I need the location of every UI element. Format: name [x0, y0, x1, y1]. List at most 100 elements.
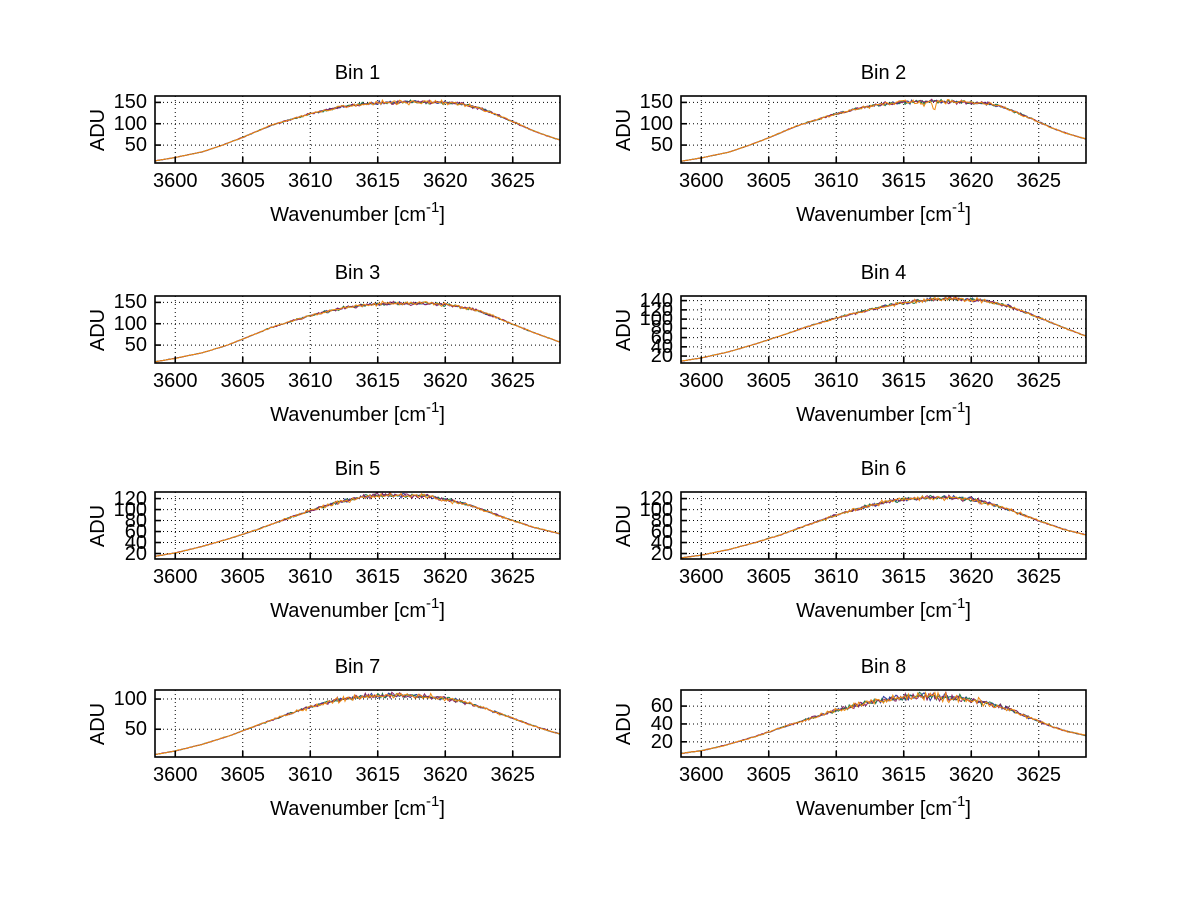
x-tick-label: 3600 — [153, 170, 198, 192]
x-axis-label-superscript: -1 — [952, 199, 966, 217]
y-tick-label: 100 — [639, 498, 673, 521]
x-tick-label: 3620 — [423, 170, 468, 192]
x-tick-label: 3610 — [288, 170, 333, 192]
x-tick-label: 3600 — [679, 566, 724, 588]
x-tick-label: 3610 — [814, 566, 859, 588]
subplot-bin-6: Bin 6 ADU Wavenumber [cm-1] 3600 3605 3610… — [613, 458, 1086, 622]
x-tick-label: 3625 — [1016, 764, 1062, 786]
x-axis-label-bracket: ] — [439, 600, 445, 622]
y-tick-label: 40 — [650, 712, 673, 735]
subplot-bin-1: Bin 1 ADU Wavenumber [cm-1] 3600 3605 3610… — [87, 62, 560, 226]
x-tick-label: 3600 — [679, 370, 724, 392]
y-tick-label: 120 — [113, 487, 147, 510]
y-tick-label: 80 — [124, 509, 147, 532]
x-axis-label-text: Wavenumber [cm — [270, 404, 427, 426]
x-axis-label-bracket: ] — [965, 600, 971, 622]
x-axis-label-bracket: ] — [965, 798, 971, 820]
y-tick-label: 120 — [639, 487, 673, 510]
x-axis-label-text: Wavenumber [cm — [270, 600, 427, 622]
x-tick-label: 3620 — [949, 370, 994, 392]
x-tick-label: 3615 — [881, 170, 927, 192]
x-tick-label: 3615 — [355, 764, 401, 786]
x-tick-label: 3605 — [746, 170, 792, 192]
x-tick-label: 3620 — [949, 566, 994, 588]
y-tick-label: 100 — [639, 112, 673, 135]
y-tick-label: 50 — [124, 718, 147, 741]
subplot-bin-5: Bin 5 ADU Wavenumber [cm-1] 3600 3605 3610… — [87, 458, 560, 622]
x-tick-label: 3620 — [949, 764, 994, 786]
y-tick-label: 60 — [650, 695, 673, 718]
x-axis-label-text: Wavenumber [cm — [270, 798, 427, 820]
x-tick-label: 3625 — [490, 764, 536, 786]
x-tick-label: 3605 — [220, 370, 266, 392]
x-axis-label: Wavenumber [cm-1] — [681, 596, 1086, 623]
x-axis-label-text: Wavenumber [cm — [796, 404, 953, 426]
x-axis-label-superscript: -1 — [952, 399, 966, 417]
x-tick-label: 3615 — [355, 170, 401, 192]
x-axis-label-bracket: ] — [439, 798, 445, 820]
x-axis-label: Wavenumber [cm-1] — [681, 400, 1086, 427]
x-axis-label-bracket: ] — [965, 404, 971, 426]
x-tick-label: 3625 — [1016, 370, 1062, 392]
x-tick-label: 3600 — [679, 170, 724, 192]
plot-title: Bin 4 — [860, 262, 907, 284]
plot-title: Bin 2 — [860, 62, 907, 84]
x-axis-label: Wavenumber [cm-1] — [155, 794, 560, 821]
x-axis-label: Wavenumber [cm-1] — [155, 596, 560, 623]
x-axis-label-text: Wavenumber [cm — [796, 798, 953, 820]
x-tick-label: 3615 — [881, 764, 927, 786]
x-tick-label: 3610 — [814, 370, 859, 392]
y-tick-label: 150 — [113, 291, 147, 314]
x-tick-label: 3625 — [490, 566, 536, 588]
x-tick-label: 3605 — [220, 170, 266, 192]
x-tick-label: 3615 — [355, 370, 401, 392]
x-tick-label: 3625 — [490, 170, 536, 192]
x-tick-label: 3620 — [423, 566, 468, 588]
x-axis-label-text: Wavenumber [cm — [796, 600, 953, 622]
plot-title: Bin 8 — [860, 656, 907, 678]
y-tick-label: 80 — [650, 509, 673, 532]
y-tick-label: 150 — [113, 91, 147, 114]
y-tick-label: 60 — [650, 326, 673, 349]
x-tick-label: 3610 — [814, 170, 859, 192]
y-tick-label: 150 — [639, 91, 673, 114]
x-tick-label: 3605 — [220, 566, 266, 588]
x-tick-label: 3605 — [746, 764, 792, 786]
x-axis-label-text: Wavenumber [cm — [796, 204, 953, 226]
y-tick-label: 60 — [650, 520, 673, 543]
y-tick-label: 20 — [650, 730, 673, 753]
plot-title: Bin 6 — [860, 458, 907, 480]
y-tick-label: 80 — [650, 317, 673, 340]
x-tick-label: 3600 — [679, 764, 724, 786]
x-axis-label-superscript: -1 — [952, 595, 966, 613]
x-axis-label-bracket: ] — [439, 404, 445, 426]
subplot-bin-2: Bin 2 ADU Wavenumber [cm-1] 3600 3605 3610… — [613, 62, 1086, 226]
y-tick-label: 140 — [639, 289, 673, 312]
x-tick-label: 3620 — [949, 170, 994, 192]
x-axis-label-superscript: -1 — [952, 793, 966, 811]
y-tick-label: 50 — [650, 134, 673, 157]
x-tick-label: 3615 — [881, 370, 927, 392]
x-tick-label: 3610 — [288, 566, 333, 588]
plot-title: Bin 3 — [334, 262, 381, 284]
x-tick-label: 3605 — [746, 566, 792, 588]
x-tick-label: 3620 — [423, 370, 468, 392]
x-axis-label: Wavenumber [cm-1] — [681, 794, 1086, 821]
x-axis-label-superscript: -1 — [426, 595, 440, 613]
x-axis-label-superscript: -1 — [426, 793, 440, 811]
x-tick-label: 3620 — [423, 764, 468, 786]
plot-title: Bin 1 — [334, 62, 381, 84]
x-tick-label: 3615 — [355, 566, 401, 588]
y-tick-label: 40 — [650, 531, 673, 554]
x-axis-label: Wavenumber [cm-1] — [681, 200, 1086, 227]
y-tick-label: 40 — [650, 335, 673, 358]
x-tick-label: 3610 — [288, 370, 333, 392]
x-tick-label: 3625 — [1016, 170, 1062, 192]
x-tick-label: 3610 — [288, 764, 333, 786]
subplot-bin-3: Bin 3 ADU Wavenumber [cm-1] 3600 3605 3610… — [87, 262, 560, 426]
x-tick-label: 3625 — [490, 370, 536, 392]
subplot-bin-7: Bin 7 ADU Wavenumber [cm-1] 3600 3605 3610… — [87, 656, 560, 820]
x-axis-label-superscript: -1 — [426, 399, 440, 417]
y-tick-label: 50 — [124, 134, 147, 157]
